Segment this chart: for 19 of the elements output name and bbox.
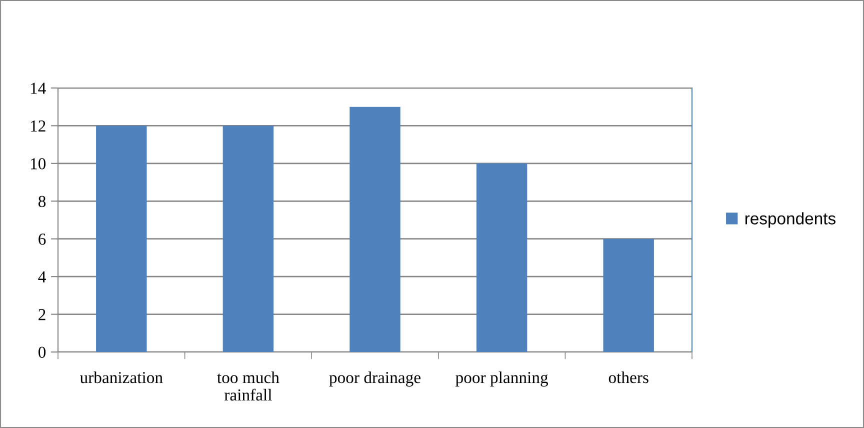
y-tick-label: 8 bbox=[38, 196, 46, 208]
y-tick-label: 6 bbox=[38, 234, 46, 245]
x-tick-label: others bbox=[608, 371, 648, 384]
y-tick-label: 10 bbox=[30, 158, 46, 170]
bar bbox=[350, 106, 400, 352]
bar bbox=[476, 163, 528, 352]
y-tick-label: 4 bbox=[38, 271, 46, 282]
x-tick-label: poor drainage bbox=[329, 371, 420, 387]
legend-label: respondents bbox=[745, 212, 836, 228]
y-tick-label: 0 bbox=[38, 346, 46, 358]
x-tick-label: too much rainfall bbox=[217, 371, 280, 401]
x-tick-label: poor planning bbox=[456, 371, 548, 387]
y-tick-label: 14 bbox=[30, 82, 46, 94]
bar bbox=[603, 238, 654, 352]
y-tick-label: 2 bbox=[38, 309, 46, 320]
y-tick-label: 12 bbox=[30, 120, 46, 132]
bar bbox=[222, 126, 274, 352]
x-tick-label: urbanization bbox=[80, 371, 163, 384]
bar bbox=[96, 126, 147, 352]
